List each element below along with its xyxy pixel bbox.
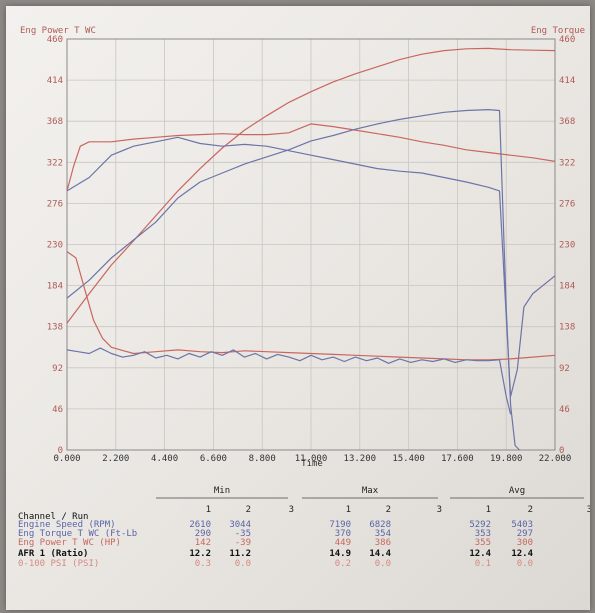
x-tick-label: 4.400 [151, 454, 178, 464]
cell-value-max: 386 [375, 538, 391, 548]
x-tick-label: 8.800 [249, 454, 276, 464]
x-tick-label: 2.200 [102, 454, 129, 464]
y-tick-label-right: 276 [559, 199, 575, 209]
y-tick-label-right: 184 [559, 282, 575, 292]
run-number: 1 [346, 505, 351, 515]
y-tick-label-right: 92 [559, 364, 570, 374]
y-tick-label-right: 0 [559, 446, 564, 456]
run-header: Channel / Run [18, 512, 88, 522]
x-tick-label: 11.000 [295, 454, 328, 464]
cell-value-max: 14.9 [329, 549, 351, 559]
x-axis-ticks: 0.000 2.200 4.400 6.600 8.800 11.000 13.200 15.… [53, 454, 571, 464]
y-tick-label-left: 46 [52, 405, 63, 415]
y-tick-label-right: 46 [559, 405, 570, 415]
cell-value-max: 370 [335, 529, 351, 539]
y-tick-label-left: 184 [47, 282, 63, 292]
avg-header: Avg [509, 486, 525, 496]
cell-value-avg: 300 [517, 538, 533, 548]
y-tick-label-right: 230 [559, 241, 575, 251]
left-axis-ticks: 0 46 92 138 184 230 276 322 368 414 460 [47, 35, 63, 456]
x-tick-label: 19.800 [490, 454, 523, 464]
cell-value-max: 0.0 [375, 559, 391, 569]
y-tick-label-left: 414 [47, 76, 63, 86]
y-tick-label-right: 322 [559, 158, 575, 168]
printout-sheet: Eng Power T WC Eng Torque 0 46 92 138 184 230… [6, 6, 590, 610]
cell-value-avg: 12.4 [469, 549, 491, 559]
cell-value-avg: 12.4 [511, 549, 533, 559]
y-tick-label-left: 276 [47, 199, 63, 209]
cell-value-min: 142 [195, 538, 211, 548]
cell-value-avg: 297 [517, 529, 533, 539]
series-line-torque [66, 123, 556, 192]
run-number: 2 [528, 505, 533, 515]
y-tick-label-left: 230 [47, 241, 63, 251]
x-tick-label: 13.200 [344, 454, 377, 464]
cell-value-max: 7190 [329, 520, 351, 530]
cell-value-min: 0.3 [195, 559, 211, 569]
row-label: Engine Speed (RPM) [18, 520, 116, 530]
cell-value-max: 6828 [369, 520, 391, 530]
row-label: AFR 1 (Ratio) [18, 548, 88, 559]
series-line-torque2 [66, 136, 556, 397]
right-axis-ticks: 0 46 92 138 184 230 276 322 368 414 460 [559, 35, 575, 456]
dyno-chart: Eng Power T WC Eng Torque 04692138184230… [18, 26, 590, 569]
x-tick-label: 22.000 [539, 454, 572, 464]
series-line-afr1 [66, 251, 556, 361]
right-axis-title: Eng Torque [531, 26, 585, 36]
cell-value-avg: 0.1 [475, 559, 491, 569]
run-number: 2 [386, 505, 391, 515]
cell-value-max: 14.4 [369, 549, 391, 559]
cell-value-min: 3044 [229, 520, 251, 530]
y-tick-label-left: 322 [47, 158, 63, 168]
cell-value-max: 0.2 [335, 559, 351, 569]
series-line-rpm [66, 108, 520, 451]
cell-value-avg: 0.0 [517, 559, 533, 569]
cell-value-min: -39 [235, 538, 251, 548]
cell-value-min: 11.2 [229, 549, 251, 559]
run-number: 2 [246, 505, 251, 515]
cell-value-avg: 355 [475, 538, 491, 548]
cell-value-max: 354 [375, 529, 391, 539]
cell-value-max: 449 [335, 538, 351, 548]
run-number: 1 [206, 505, 211, 515]
cell-value-min: 290 [195, 529, 211, 539]
x-tick-label: 6.600 [200, 454, 227, 464]
chart-grid [66, 38, 556, 451]
run-number: 3 [587, 505, 590, 515]
y-tick-label-right: 368 [559, 117, 575, 127]
y-tick-label-left: 0 [58, 446, 63, 456]
y-tick-label-right: 414 [559, 76, 575, 86]
row-label: Eng Torque T WC (Ft-Lb [18, 529, 137, 539]
y-tick-label-left: 92 [52, 364, 63, 374]
run-number: 3 [437, 505, 442, 515]
y-tick-label-left: 138 [47, 323, 63, 333]
x-axis-label: Time [301, 459, 323, 469]
stats-table: Min Max Avg Channel / Run 1 2 3 1 2 3 1 2 3 Engine Sp… [18, 486, 590, 569]
x-tick-label: 0.000 [53, 454, 80, 464]
cell-value-min: 0.0 [235, 559, 251, 569]
y-tick-label-left: 460 [47, 35, 63, 45]
max-header: Max [362, 486, 379, 496]
cell-value-min: -35 [235, 529, 251, 539]
series-line-power [66, 47, 556, 324]
x-tick-label: 17.600 [441, 454, 474, 464]
cell-value-avg: 5403 [511, 520, 533, 530]
cell-value-min: 2610 [189, 520, 211, 530]
min-header: Min [214, 486, 230, 496]
row-label: Eng Power T WC (HP) [18, 538, 121, 548]
x-tick-label: 15.400 [392, 454, 425, 464]
cell-value-avg: 5292 [469, 520, 491, 530]
y-tick-label-right: 138 [559, 323, 575, 333]
left-axis-title: Eng Power T WC [20, 26, 96, 36]
run-number: 3 [289, 505, 294, 515]
cell-value-avg: 353 [475, 529, 491, 539]
series-layer [66, 47, 556, 451]
series-line-afr2 [66, 347, 512, 415]
cell-value-min: 12.2 [189, 549, 211, 559]
y-tick-label-right: 460 [559, 35, 575, 45]
row-label: 0-100 PSI (PSI) [18, 559, 99, 569]
y-tick-label-left: 368 [47, 117, 63, 127]
plot-frame [66, 38, 556, 451]
run-number: 1 [486, 505, 491, 515]
